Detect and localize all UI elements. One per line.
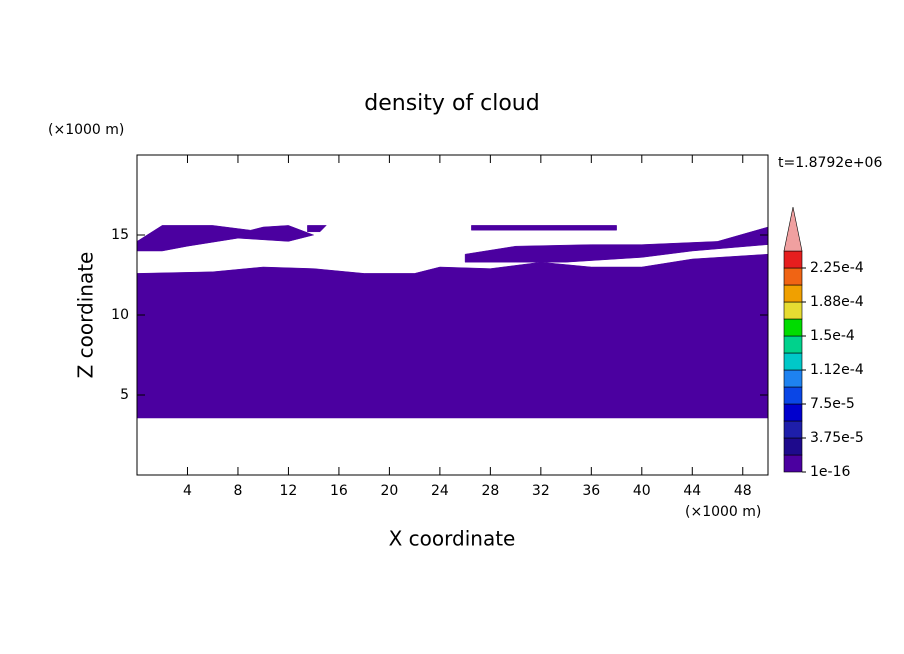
time-label: t=1.8792e+06: [778, 155, 882, 171]
colorbar-box: [783, 284, 803, 303]
plot-area: [136, 225, 769, 419]
cloud-region: [136, 253, 769, 419]
x-tick-label: 4: [183, 483, 192, 499]
colorbar-box: [783, 318, 803, 337]
colorbar-box: [783, 352, 803, 371]
colorbar-box: [783, 386, 803, 405]
y-tick-label: 15: [111, 227, 129, 243]
colorbar-label: 1.12e-4: [810, 362, 864, 378]
colorbar-box: [783, 250, 803, 269]
x-tick-label: 12: [280, 483, 298, 499]
x-tick-label: 28: [481, 483, 499, 499]
colorbar-label: 1.88e-4: [810, 294, 864, 310]
y-tick-label: 5: [120, 387, 129, 403]
x-axis-label: X coordinate: [389, 527, 516, 551]
colorbar-label: 1e-16: [810, 464, 850, 480]
y-tick-label: 10: [111, 307, 129, 323]
cloud-region: [471, 225, 617, 231]
x-tick-label: 32: [532, 483, 550, 499]
colorbar-box: [783, 267, 803, 286]
y-unit: (×1000 m): [48, 122, 124, 138]
x-tick-label: 48: [734, 483, 752, 499]
colorbar-box: [783, 335, 803, 354]
x-tick-label: 24: [431, 483, 449, 499]
colorbar-label: 7.5e-5: [810, 396, 855, 412]
y-axis-label: Z coordinate: [74, 252, 98, 379]
x-tick-label: 40: [633, 483, 651, 499]
x-tick-label: 8: [233, 483, 242, 499]
chart-title: density of cloud: [364, 91, 539, 116]
colorbar-box: [783, 437, 803, 456]
colorbar-box: [783, 369, 803, 388]
cloud-region: [136, 225, 315, 252]
x-tick-label: 16: [330, 483, 348, 499]
colorbar-box: [783, 420, 803, 439]
x-unit: (×1000 m): [685, 504, 761, 520]
colorbar-label: 2.25e-4: [810, 260, 864, 276]
colorbar-box: [783, 454, 803, 473]
cloud-region: [307, 225, 327, 233]
colorbar-label: 1.5e-4: [810, 328, 855, 344]
x-tick-label: 44: [683, 483, 701, 499]
x-tick-label: 20: [380, 483, 398, 499]
colorbar-box: [783, 403, 803, 422]
colorbar-arrow: [783, 206, 803, 252]
colorbar-box: [783, 301, 803, 320]
x-tick-label: 36: [582, 483, 600, 499]
colorbar-label: 3.75e-5: [810, 430, 864, 446]
